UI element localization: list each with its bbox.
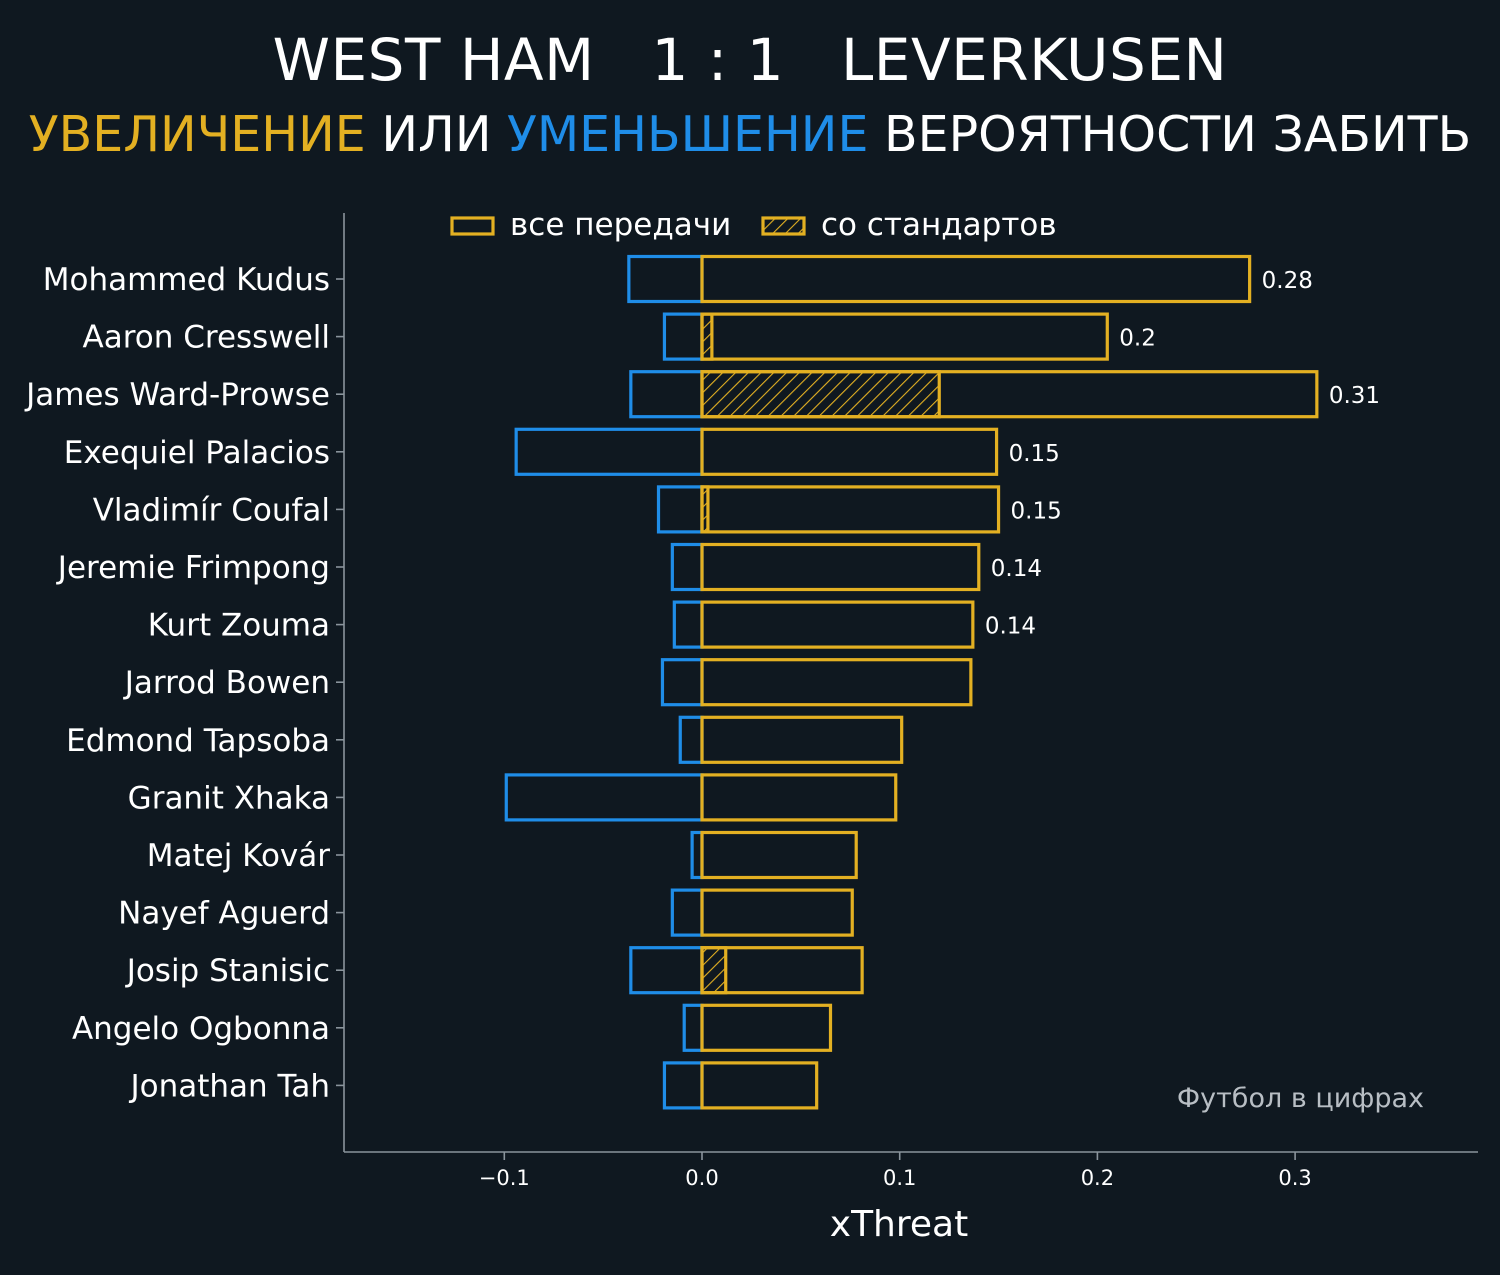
legend-label-set-piece: со стандартов xyxy=(821,207,1057,243)
all-passes-bar xyxy=(700,888,854,937)
player-name-label: Vladimír Coufal xyxy=(93,492,330,528)
all-passes-bar xyxy=(700,830,858,880)
legend-swatch-set-piece xyxy=(761,216,806,236)
all-passes-bar xyxy=(700,254,1252,304)
decrease-bar xyxy=(670,888,704,937)
all-passes-bar xyxy=(700,600,975,649)
decrease-bar xyxy=(670,542,704,592)
decrease-bar xyxy=(629,370,704,419)
x-tick-label: 0.3 xyxy=(1278,1166,1311,1190)
set-piece-bar xyxy=(700,946,728,995)
all-passes-bar xyxy=(700,715,904,764)
all-passes-bar xyxy=(700,773,898,822)
player-name-label: Kurt Zouma xyxy=(148,608,330,644)
set-piece-bar xyxy=(700,370,941,419)
decrease-bar xyxy=(627,254,704,304)
x-axis-title: xThreat xyxy=(830,1204,968,1245)
subtitle-rest: ВЕРОЯТНОСТИ ЗАБИТЬ xyxy=(884,106,1472,163)
player-name-label: James Ward-Prowse xyxy=(24,377,330,413)
legend-swatch-all xyxy=(450,216,495,236)
x-tick-label: 0.0 xyxy=(685,1166,718,1190)
player-name-label: Granit Xhaka xyxy=(128,780,330,816)
decrease-bar xyxy=(504,773,704,822)
bar-value-label: 0.31 xyxy=(1329,383,1380,409)
bar-value-label: 0.2 xyxy=(1119,326,1156,352)
all-passes-bar xyxy=(700,427,999,476)
x-tick-label: −0.1 xyxy=(479,1166,530,1190)
bar-value-label: 0.28 xyxy=(1262,268,1313,294)
all-passes-bar xyxy=(700,658,973,707)
player-name-label: Jarrod Bowen xyxy=(123,665,330,701)
player-name-label: Josip Stanisic xyxy=(125,953,330,989)
player-name-label: Exequiel Palacios xyxy=(64,435,330,471)
decrease-bar xyxy=(514,427,704,476)
decrease-bar xyxy=(629,946,704,995)
bar-value-label: 0.15 xyxy=(1009,441,1060,467)
decrease-bar xyxy=(656,485,704,534)
player-name-label: Mohammed Kudus xyxy=(43,262,330,298)
all-passes-bar xyxy=(700,312,1109,361)
plot-area: −0.1 0.0 0.1 0.2 0.3 xThreat Mohammed Kudus 0.2… xyxy=(24,207,1478,1245)
legend: все передачи со стандартов xyxy=(450,207,1057,243)
all-passes-bar xyxy=(700,1061,819,1110)
player-name-label: Angelo Ogbonna xyxy=(72,1011,330,1047)
all-passes-bar xyxy=(700,485,1001,534)
decrease-bar xyxy=(660,658,704,707)
decrease-bar xyxy=(662,1061,704,1110)
bar-value-label: 0.15 xyxy=(1011,498,1062,524)
subtitle-decrease: УМЕНЬШЕНИЕ xyxy=(507,106,869,163)
decrease-bar xyxy=(682,1003,704,1052)
all-passes-bar xyxy=(700,1003,833,1052)
legend-label-all: все передачи xyxy=(510,207,731,243)
all-passes-bar xyxy=(700,542,981,592)
player-name-label: Matej Kovár xyxy=(147,838,331,874)
x-tick-label: 0.1 xyxy=(883,1166,916,1190)
all-passes-bar xyxy=(700,370,1319,419)
decrease-bar xyxy=(678,715,704,764)
match-title: WEST HAM 1 : 1 LEVERKUSEN xyxy=(272,26,1228,94)
bar-value-label: 0.14 xyxy=(985,614,1036,640)
player-name-label: Aaron Cresswell xyxy=(83,320,330,356)
player-name-label: Jeremie Frimpong xyxy=(56,550,330,586)
player-name-label: Jonathan Tah xyxy=(128,1068,330,1104)
decrease-bar xyxy=(672,600,704,649)
subtitle-or: ИЛИ xyxy=(381,106,492,163)
chart-subtitle: УВЕЛИЧЕНИЕ ИЛИ УМЕНЬШЕНИЕ ВЕРОЯТНОСТИ ЗА… xyxy=(0,106,1500,163)
all-passes-bar xyxy=(700,946,864,995)
bar-value-label: 0.14 xyxy=(991,556,1042,582)
subtitle-increase: УВЕЛИЧЕНИЕ xyxy=(28,106,366,163)
x-tick-label: 0.2 xyxy=(1081,1166,1114,1190)
decrease-bar xyxy=(662,312,704,361)
player-name-label: Edmond Tapsoba xyxy=(66,723,330,759)
player-name-label: Nayef Aguerd xyxy=(118,896,330,932)
watermark: Футбол в цифрах xyxy=(1177,1083,1424,1114)
